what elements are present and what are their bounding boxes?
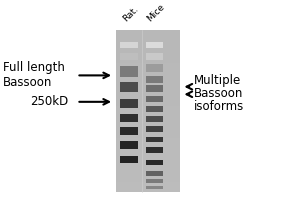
Bar (116, 165, 180, 171)
Bar (116, 30, 180, 35)
Bar (116, 117, 180, 122)
Bar (146, 171, 163, 176)
Bar (146, 179, 163, 183)
Text: Rat.: Rat. (121, 4, 140, 23)
Bar (120, 127, 138, 135)
Bar (116, 111, 180, 117)
Bar (120, 141, 138, 149)
Bar (146, 64, 163, 72)
Bar (120, 99, 138, 108)
Text: Full length: Full length (3, 61, 65, 74)
Bar (116, 41, 180, 46)
Bar (146, 76, 163, 83)
Bar (116, 79, 180, 84)
Bar (146, 147, 163, 153)
Bar (146, 116, 163, 122)
Bar (146, 186, 163, 189)
Text: isoforms: isoforms (194, 100, 244, 113)
Bar (116, 63, 180, 68)
Bar (116, 149, 180, 155)
Bar (116, 35, 180, 41)
Bar (116, 160, 180, 165)
Bar (116, 176, 180, 182)
Bar (146, 53, 163, 60)
Bar (116, 46, 180, 52)
Bar (116, 187, 180, 192)
Bar (120, 66, 138, 77)
Bar (116, 155, 180, 160)
Bar (116, 68, 180, 73)
Bar (120, 156, 138, 163)
Bar (146, 106, 163, 112)
Bar (116, 106, 180, 111)
Bar (116, 90, 180, 95)
Bar (146, 85, 163, 92)
Bar (116, 95, 180, 100)
Bar (116, 73, 180, 79)
Text: Bassoon: Bassoon (3, 76, 52, 89)
Bar (146, 137, 163, 142)
Bar (116, 144, 180, 149)
Bar (116, 52, 180, 57)
Bar (116, 171, 180, 176)
Text: Multiple: Multiple (194, 74, 241, 87)
Bar (146, 126, 163, 132)
Text: 250kD: 250kD (30, 95, 68, 108)
Bar (146, 42, 163, 48)
Bar (116, 57, 180, 63)
Bar (116, 84, 180, 90)
Bar (116, 182, 180, 187)
Bar (116, 138, 180, 144)
Bar (116, 122, 180, 128)
Bar (120, 114, 138, 122)
Bar (146, 96, 163, 102)
Bar (120, 53, 138, 60)
Bar (116, 128, 180, 133)
Bar (120, 82, 138, 92)
Bar (116, 100, 180, 106)
Bar (116, 133, 180, 138)
Text: Mice: Mice (145, 2, 166, 23)
Bar (120, 42, 138, 48)
Text: Bassoon: Bassoon (194, 87, 243, 100)
Bar (116, 30, 180, 192)
Bar (146, 160, 163, 165)
